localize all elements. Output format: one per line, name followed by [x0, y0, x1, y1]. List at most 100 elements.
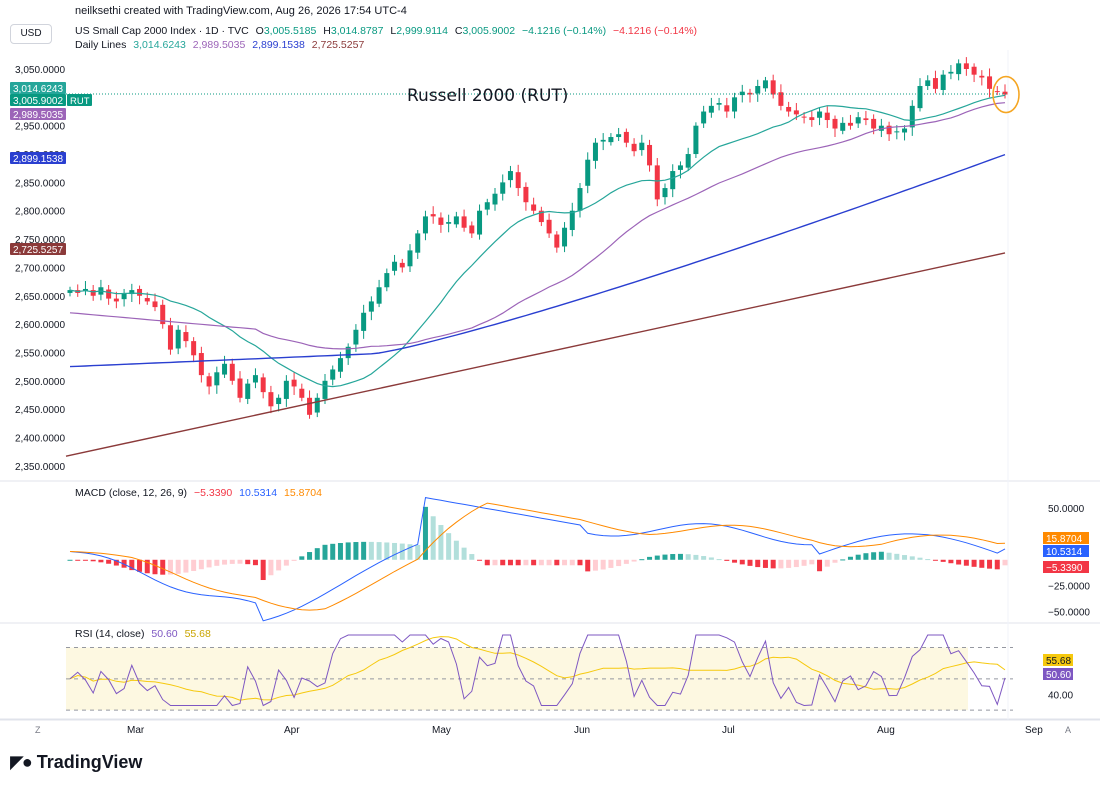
macd-hist-bar — [268, 559, 274, 576]
candle-body — [361, 312, 367, 331]
macd-hist-bar — [368, 541, 374, 560]
candle-body — [739, 91, 745, 96]
macd-hist-bar — [67, 559, 73, 561]
candle-body — [322, 380, 328, 399]
time-axis-label: Jun — [574, 725, 590, 736]
macd-hist-bar — [840, 559, 846, 561]
macd-hist-bar — [940, 559, 946, 562]
candle-body — [948, 71, 954, 74]
macd-hist-bar — [832, 559, 838, 563]
macd-hist-bar — [477, 559, 483, 561]
ma200-value: 2,725.5257 — [311, 39, 365, 51]
candle-body — [940, 74, 946, 90]
price-tick-label: 2,400.0000 — [15, 433, 65, 444]
candle-body — [631, 143, 637, 152]
candle-body — [175, 329, 181, 349]
candle-body — [276, 397, 282, 405]
candle-body — [160, 304, 166, 325]
candle-body — [500, 182, 506, 194]
macd-badge-label: 10.5314 — [1046, 547, 1083, 558]
price-badge — [10, 82, 66, 94]
candle-body — [152, 301, 158, 308]
macd-hist-bar — [747, 559, 753, 566]
candle-body — [592, 142, 598, 161]
candle-body — [554, 234, 560, 248]
macd-hist-bar — [175, 559, 181, 574]
macd-hist-bar — [1002, 559, 1008, 566]
macd-hist-bar — [670, 554, 676, 560]
candle-body — [67, 290, 73, 293]
macd-hist-bar — [330, 543, 336, 560]
ohlc-change: −4.1216 (−0.14%) — [522, 25, 607, 37]
candle-body — [314, 397, 320, 413]
candle-body — [422, 216, 428, 234]
candle-body — [523, 186, 529, 203]
time-axis-label: May — [432, 725, 451, 736]
candle-body — [144, 298, 150, 302]
candle-body — [430, 214, 436, 217]
macd-hist-bar — [206, 559, 212, 568]
macd-hist-bar — [786, 559, 792, 568]
macd-hist-bar — [82, 559, 88, 561]
macd-hist-bar — [608, 559, 614, 568]
candle-body — [307, 397, 313, 415]
ma50-value: 2,989.5035 — [192, 39, 246, 51]
macd-hist-bar — [871, 552, 877, 560]
macd-hist-bar — [214, 559, 220, 566]
candles-group — [67, 57, 1008, 419]
symbol-header: US Small Cap 2000 Index · 1D · TVC O3,00… — [75, 25, 701, 37]
macd-hist-bar — [376, 542, 382, 560]
candle-body — [368, 301, 374, 312]
candle-body — [902, 128, 908, 133]
macd-tick-label: 50.0000 — [1048, 504, 1085, 515]
symbol-title: US Small Cap 2000 Index · 1D · TVC — [75, 25, 249, 37]
candle-body — [90, 290, 96, 296]
candle-body — [260, 377, 266, 393]
candle-body — [847, 122, 853, 126]
candle-body — [585, 159, 591, 186]
candle-body — [515, 172, 521, 189]
macd-hist-bar — [237, 559, 243, 564]
macd-tick-label: −50.0000 — [1048, 608, 1090, 619]
highlight-circle — [992, 75, 1020, 114]
candle-body — [801, 116, 807, 118]
macd-badge — [1043, 561, 1089, 573]
macd-hist-bar — [569, 559, 575, 566]
indicator-label: Daily Lines — [75, 39, 127, 51]
time-axis-label: Mar — [127, 725, 145, 736]
macd-hist-bar — [299, 556, 305, 560]
price-tick-label: 2,600.0000 — [15, 320, 65, 331]
rsi-header: RSI (14, close) 50.60 55.68 — [75, 628, 215, 640]
macd-hist-bar — [693, 554, 699, 560]
candle-body — [963, 63, 969, 70]
macd-hist-bar — [585, 559, 591, 572]
candle-body — [345, 346, 351, 359]
candle-body — [191, 341, 197, 356]
candle-body — [569, 210, 575, 231]
price-badge-label: 2,725.5257 — [13, 245, 63, 256]
macd-hist-bar — [909, 556, 915, 560]
macd-hist-bar — [762, 559, 768, 568]
indicator-header: Daily Lines 3,014.6243 2,989.5035 2,899.… — [75, 39, 368, 51]
macd-hist-bar — [113, 559, 119, 566]
candle-body — [129, 290, 135, 295]
candle-body — [894, 131, 900, 133]
rsi-badge-label: 55.68 — [1046, 656, 1071, 667]
candle-body — [121, 292, 127, 300]
currency-button[interactable]: USD — [10, 24, 52, 44]
rsi-ma-line — [69, 636, 1006, 701]
candle-body — [778, 92, 784, 106]
macd-tick-label: −25.0000 — [1048, 582, 1090, 593]
price-tick-label: 2,500.0000 — [15, 377, 65, 388]
macd-hist-bar — [577, 559, 583, 566]
candle-body — [724, 105, 730, 112]
macd-hist-bar — [863, 553, 869, 560]
macd-hist-bar — [245, 559, 251, 565]
ohlc-h-label: H — [323, 25, 331, 37]
macd-hist-bar — [847, 556, 853, 560]
macd-hist-bar — [291, 559, 297, 561]
macd-hist-bar — [677, 553, 683, 560]
macd-hist-bar — [902, 555, 908, 560]
macd-hist-bar — [801, 559, 807, 566]
